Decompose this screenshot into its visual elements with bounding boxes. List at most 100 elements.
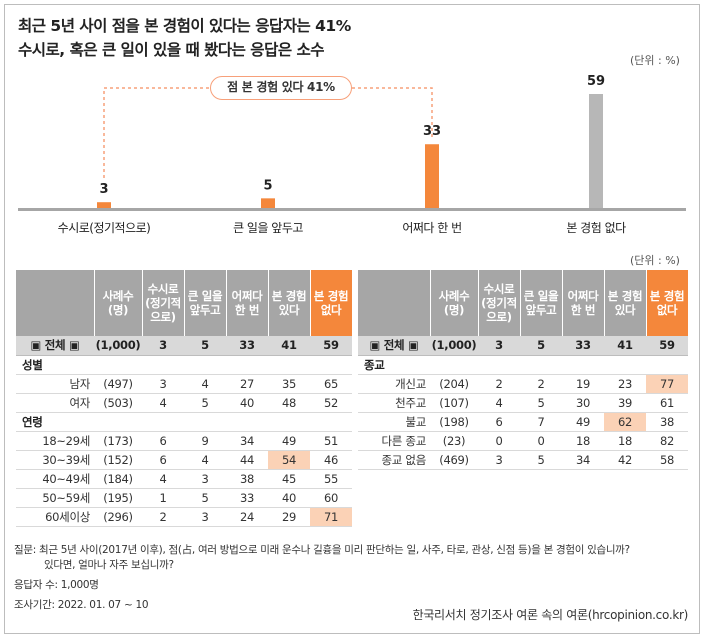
value-cell: 33	[562, 336, 604, 356]
row-label: 천주교	[358, 393, 430, 413]
value-cell: 6	[142, 431, 184, 451]
category-label-2: 큰 일을 앞두고	[233, 221, 303, 235]
value-cell: 27	[226, 374, 268, 394]
value-cell: 5	[184, 336, 226, 356]
table-row: 종교 없음 (469) 3 5 34 42 58	[358, 450, 688, 470]
value-cell: 49	[268, 431, 310, 451]
value-cell: 5	[520, 450, 562, 470]
bar-value-label-4: 59	[587, 74, 605, 89]
value-cell: 59	[310, 336, 352, 356]
column-header: 사례수 (명)	[94, 270, 143, 336]
value-cell: 5	[520, 336, 562, 356]
column-header: 큰 일을 앞두고	[520, 270, 563, 336]
value-cell: 34	[226, 431, 268, 451]
sample-size: (107)	[430, 393, 478, 413]
value-cell: 0	[520, 431, 562, 451]
value-cell: 41	[604, 336, 646, 356]
value-cell: 30	[562, 393, 604, 413]
value-cell: 39	[604, 393, 646, 413]
table-row: 60세이상 (296) 2 3 24 29 71	[16, 507, 352, 527]
column-header: 어쩌다 한 번	[562, 270, 605, 336]
value-cell: 5	[184, 393, 226, 413]
column-header: 본 경험 없다	[310, 270, 353, 336]
value-cell: 2	[478, 374, 520, 394]
column-header: 본 경험 있다	[604, 270, 647, 336]
bar-chart-svg: 3 수시로(정기적으로) 5 큰 일을 앞두고 33 어쩌다 한 번 59 본 경험 없다	[18, 74, 686, 235]
row-label: 불교	[358, 412, 430, 432]
table-row: 불교 (198) 6 7 49 62 38	[358, 412, 688, 432]
total-row: ▣ 전체 ▣ (1,000) 3 5 33 41 59	[16, 336, 352, 356]
bar-3	[425, 144, 439, 208]
row-label: 남자	[16, 374, 94, 394]
value-cell: 59	[646, 336, 688, 356]
value-cell: 3	[184, 507, 226, 527]
group-row: 연령	[16, 412, 352, 432]
value-cell: 40	[268, 488, 310, 508]
value-cell: 4	[142, 393, 184, 413]
value-cell: 18	[604, 431, 646, 451]
table-row: 다른 종교 (23) 0 0 18 18 82	[358, 431, 688, 451]
row-label: ▣ 전체 ▣	[16, 336, 94, 356]
value-cell: 1	[142, 488, 184, 508]
value-cell: 3	[184, 469, 226, 489]
sample-size: (1,000)	[94, 336, 142, 356]
bar-1	[97, 202, 111, 208]
total-row: ▣ 전체 ▣ (1,000) 3 5 33 41 59	[358, 336, 688, 356]
value-cell: 5	[184, 488, 226, 508]
value-cell: 38	[226, 469, 268, 489]
value-cell: 7	[520, 412, 562, 432]
value-cell: 38	[646, 412, 688, 432]
value-cell: 61	[646, 393, 688, 413]
sample-size: (497)	[94, 374, 142, 394]
value-cell: 55	[310, 469, 352, 489]
value-cell: 60	[310, 488, 352, 508]
table-row: 여자 (503) 4 5 40 48 52	[16, 393, 352, 413]
sample-size: (296)	[94, 507, 142, 527]
value-cell: 65	[310, 374, 352, 394]
sample-size: (204)	[430, 374, 478, 394]
value-cell: 34	[562, 450, 604, 470]
bar-value-label-1: 3	[99, 182, 108, 197]
row-label: 종교 없음	[358, 450, 430, 470]
row-label: 60세이상	[16, 507, 94, 527]
table-row: 천주교 (107) 4 5 30 39 61	[358, 393, 688, 413]
sample-size: (198)	[430, 412, 478, 432]
chart-unit-label: (단위 : %)	[630, 54, 680, 67]
value-cell: 19	[562, 374, 604, 394]
row-label: 40~49세	[16, 469, 94, 489]
row-label: 30~39세	[16, 450, 94, 470]
value-cell: 77	[646, 374, 688, 394]
figure-frame	[4, 4, 700, 634]
column-header: 큰 일을 앞두고	[184, 270, 227, 336]
value-cell: 24	[226, 507, 268, 527]
value-cell: 44	[226, 450, 268, 470]
callout-bracket	[103, 87, 433, 178]
column-header: 본 경험 있다	[268, 270, 311, 336]
question-line-2: 있다면, 얼마나 자주 보십니까?	[44, 559, 174, 571]
group-row: 종교	[358, 355, 688, 375]
value-cell: 5	[520, 393, 562, 413]
column-header: 수시로 (정기적 으로)	[142, 270, 185, 336]
value-cell: 0	[478, 431, 520, 451]
header-blank	[358, 270, 431, 336]
value-cell: 54	[268, 450, 310, 470]
column-header: 어쩌다 한 번	[226, 270, 269, 336]
column-header: 수시로 (정기적 으로)	[478, 270, 521, 336]
bar-4	[589, 94, 603, 208]
row-label: 다른 종교	[358, 431, 430, 451]
value-cell: 18	[562, 431, 604, 451]
value-cell: 6	[478, 412, 520, 432]
value-cell: 58	[646, 450, 688, 470]
value-cell: 3	[478, 336, 520, 356]
row-label: 50~59세	[16, 488, 94, 508]
title-line-2: 수시로, 혹은 큰 일이 있을 때 봤다는 응답은 소수	[18, 41, 324, 59]
value-cell: 4	[184, 374, 226, 394]
value-cell: 3	[142, 374, 184, 394]
value-cell: 33	[226, 488, 268, 508]
value-cell: 40	[226, 393, 268, 413]
value-cell: 29	[268, 507, 310, 527]
value-cell: 82	[646, 431, 688, 451]
